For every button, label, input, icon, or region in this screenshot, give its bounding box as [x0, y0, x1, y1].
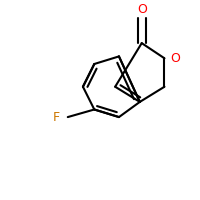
Text: O: O — [170, 52, 180, 65]
Text: F: F — [53, 111, 60, 124]
Text: O: O — [137, 3, 147, 16]
